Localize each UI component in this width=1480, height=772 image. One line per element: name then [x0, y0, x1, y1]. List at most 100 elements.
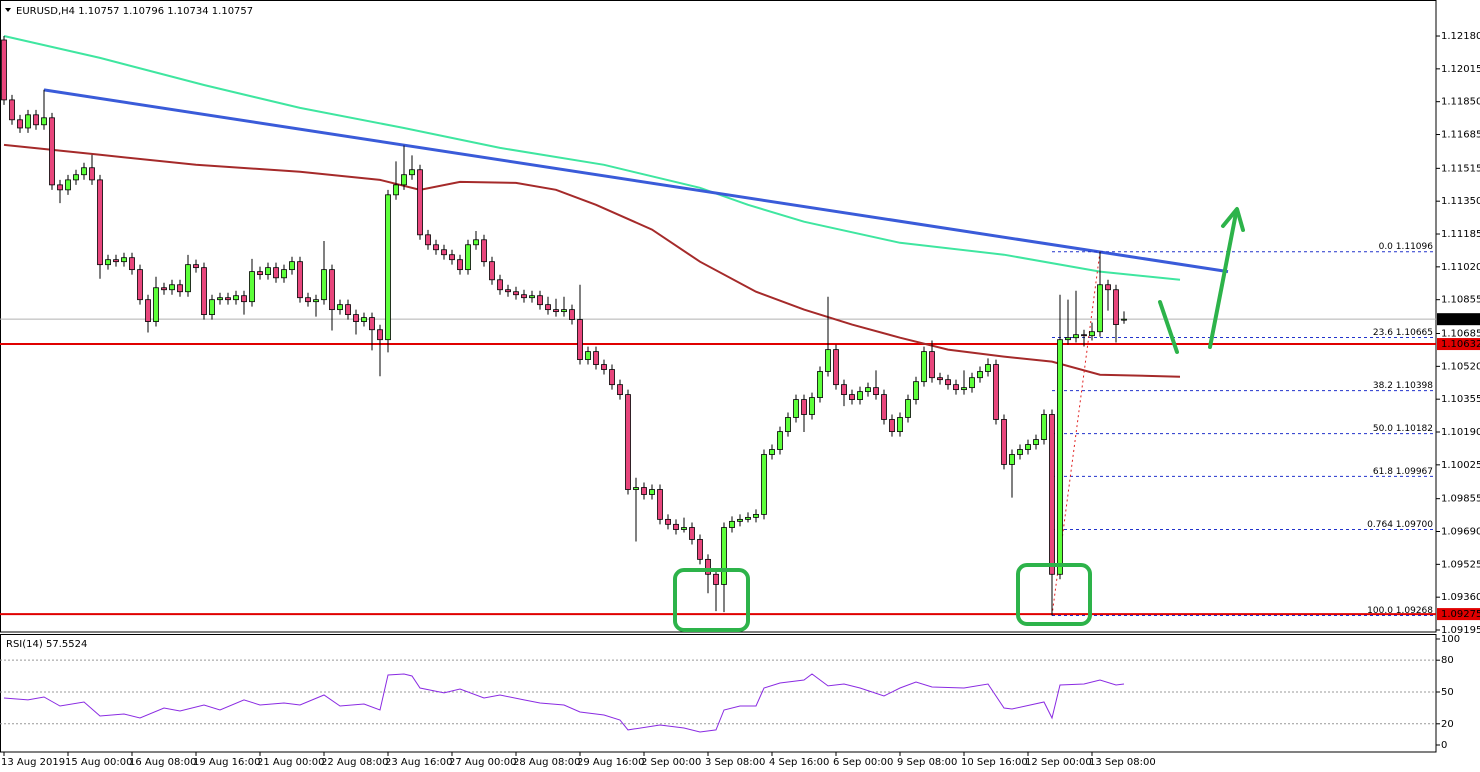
candle-body: [97, 179, 103, 266]
candle-body: [1041, 414, 1047, 440]
candle-body: [297, 261, 303, 299]
candle-body: [889, 419, 895, 433]
price-box-label: 1.10632: [1441, 339, 1480, 350]
candle-body: [793, 399, 799, 418]
candle-body: [449, 254, 455, 261]
fib-label: 23.6 1.10665: [1373, 328, 1433, 338]
candle-body: [313, 299, 319, 303]
candle-body: [233, 295, 239, 301]
candle-body: [561, 309, 567, 313]
y-tick-label: 50: [1441, 687, 1454, 698]
x-tick-label: 3 Sep 08:00: [705, 757, 765, 768]
candle-body: [433, 244, 439, 251]
candle-body: [369, 317, 375, 331]
x-tick-label: 12 Sep 00:00: [1025, 757, 1092, 768]
candle-body: [601, 364, 607, 370]
candle-body: [417, 169, 423, 236]
candle-body: [721, 527, 727, 585]
candle-body: [657, 489, 663, 520]
candle-body: [353, 314, 359, 322]
candle-body: [689, 527, 695, 540]
candle-body: [9, 99, 15, 121]
candle-body: [697, 539, 703, 560]
candle-body: [913, 381, 919, 400]
candle-body: [873, 387, 879, 396]
last-price-label: 1.10757: [1441, 314, 1480, 325]
candle-body: [617, 384, 623, 396]
y-tick-label: 80: [1441, 655, 1454, 666]
fib-label: 50.0 1.10182: [1373, 424, 1433, 434]
candle-body: [633, 487, 639, 490]
candle-body: [321, 269, 327, 301]
candle-body: [201, 267, 207, 316]
candle-body: [217, 297, 223, 301]
candle-body: [1049, 414, 1055, 575]
candle-body: [625, 394, 631, 490]
candle-body: [993, 364, 999, 420]
candle-body: [137, 269, 143, 301]
candle-body: [1081, 334, 1087, 337]
candle-body: [65, 179, 71, 191]
x-tick-label: 13 Sep 08:00: [1089, 757, 1156, 768]
candle-body: [33, 114, 39, 126]
candle-body: [1033, 439, 1039, 445]
candle-body: [249, 271, 255, 303]
candle-body: [513, 291, 519, 296]
candle-body: [1025, 444, 1031, 450]
candle-body: [153, 287, 159, 322]
x-tick-label: 23 Aug 16:00: [385, 757, 452, 768]
candle-body: [801, 399, 807, 415]
candle-body: [73, 174, 79, 181]
x-tick-label: 10 Sep 16:00: [961, 757, 1028, 768]
candle-body: [585, 351, 591, 360]
candle-body: [393, 184, 399, 196]
rsi-panel: [0, 634, 1437, 753]
candle-body: [753, 513, 759, 518]
marks: 1.12180 1.12015 1.11850 1.11685 1.11515 1.113…: [0, 31, 1480, 768]
annotations: [673, 207, 1245, 632]
candle-body: [241, 295, 247, 303]
x-tick-label: 2 Sep 00:00: [641, 757, 701, 768]
candle-body: [849, 394, 855, 400]
candle-body: [1113, 289, 1119, 325]
moving-average: [3, 35, 1181, 281]
candle-body: [1089, 331, 1095, 337]
x-tick-label: 4 Sep 16:00: [769, 757, 829, 768]
y-tick-label: 20: [1441, 719, 1454, 730]
candle-body: [705, 558, 711, 575]
candle-body: [489, 261, 495, 281]
candle-body: [401, 174, 407, 186]
candle-body: [169, 284, 175, 291]
candle-body: [977, 371, 983, 379]
fib-label: 0.0 1.11096: [1379, 242, 1434, 252]
x-tick-label: 15 Aug 00:00: [65, 757, 132, 768]
y-tick-label: 1.10025: [1441, 460, 1480, 471]
y-tick-label: 1.10685: [1441, 329, 1480, 340]
candle-body: [737, 518, 743, 522]
candle-body: [921, 351, 927, 383]
candle-body: [481, 239, 487, 263]
candle-body: [497, 279, 503, 291]
fib-label: 61.8 1.09967: [1373, 467, 1433, 477]
x-tick-label: 6 Sep 00:00: [833, 757, 893, 768]
x-tick-label: 28 Aug 08:00: [513, 757, 580, 768]
candle-body: [841, 384, 847, 396]
y-tick-label: 100: [1441, 634, 1460, 645]
candle-body: [545, 304, 551, 311]
x-tick-label: 9 Sep 08:00: [897, 757, 957, 768]
candle-body: [713, 573, 719, 585]
y-tick-label: 1.12015: [1441, 64, 1480, 75]
candle-body: [577, 319, 583, 360]
candle-body: [81, 167, 87, 176]
candle-body: [593, 351, 599, 365]
candle-body: [985, 364, 991, 372]
candle-body: [761, 454, 767, 515]
y-tick-label: 1.10520: [1441, 361, 1480, 372]
chart-title: EURUSD,H4 1.10757 1.10796 1.10734 1.1075…: [16, 6, 253, 17]
candle-body: [329, 269, 335, 311]
x-tick-label: 22 Aug 08:00: [321, 757, 388, 768]
last-price-box: [1437, 313, 1480, 326]
candle-body: [1073, 334, 1079, 339]
